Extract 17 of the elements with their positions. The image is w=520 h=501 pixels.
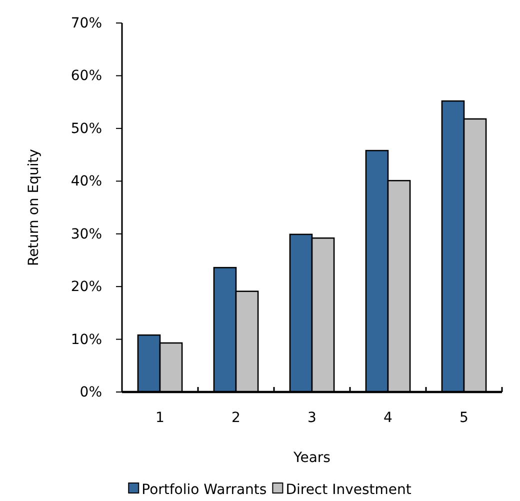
y-tick-label: 20% (70, 279, 102, 296)
y-tick-label: 0% (80, 384, 102, 400)
y-tick-label: 60% (70, 68, 102, 84)
legend-label: Portfolio Warrants (142, 482, 267, 498)
x-tick-label: 3 (308, 410, 316, 426)
x-tick-label: 2 (232, 410, 240, 426)
legend-label: Direct Investment (286, 482, 412, 498)
y-tick-label: 40% (70, 174, 102, 190)
y-tick-label: 70% (70, 15, 102, 32)
y-tick-label: 10% (70, 332, 102, 348)
x-tick-label: 4 (384, 410, 393, 426)
y-tick-label: 30% (70, 226, 102, 242)
y-tick-label: 50% (70, 120, 102, 137)
x-axis-title: Years (292, 450, 330, 466)
x-tick-label: 5 (460, 410, 468, 426)
x-tick-label: 1 (156, 410, 164, 426)
y-axis-title: Return on Equity (26, 148, 42, 266)
